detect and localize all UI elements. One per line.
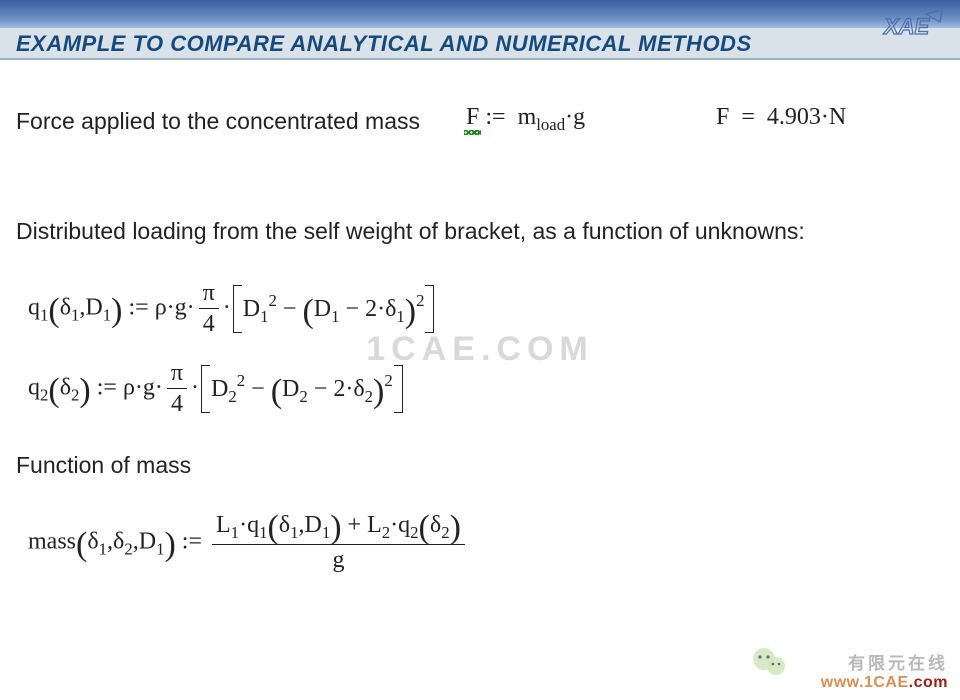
- mass-t2-L: L: [367, 512, 382, 538]
- q2-arg1-s: 2: [71, 385, 79, 404]
- mass-t1-a1s: 1: [290, 523, 298, 542]
- q1-ta-s: 1: [260, 307, 268, 326]
- q2-ta-v: D: [211, 376, 228, 402]
- mass-t2-q: q: [398, 512, 410, 538]
- q1-prefix: ρ·g·: [155, 294, 195, 320]
- q2-frac-num: π: [167, 360, 187, 389]
- mass-t2-Ls: 2: [382, 523, 390, 542]
- title-bar: EXAMPLE TO COMPARE ANALYTICAL AND NUMERI…: [0, 28, 960, 60]
- equation-q1: q1(δ1,D1) := ρ·g·π4·D12 − (D1 − 2·δ1)2: [28, 280, 436, 338]
- q1-arg1-v: δ: [60, 294, 71, 320]
- eq-times-g: ·g: [565, 104, 585, 130]
- q2-tb-iv: δ: [353, 376, 364, 402]
- page-title: EXAMPLE TO COMPARE ANALYTICAL AND NUMERI…: [0, 28, 960, 57]
- mass-t1-Ls: 1: [231, 523, 239, 542]
- brand-logo: XAE: [882, 8, 946, 46]
- equation-force-result: F = 4.903·N: [716, 104, 846, 131]
- eq-F-lhs2: F: [716, 104, 729, 130]
- q1-name-sub: 1: [40, 305, 48, 324]
- watermark-url: www.1CAE.com: [821, 674, 948, 692]
- equation-q2: q2(δ2) := ρ·g·π4·D22 − (D2 − 2·δ2)2: [28, 360, 405, 418]
- eq-F-val: 4.903: [767, 104, 821, 130]
- mass-t2-a1s: 2: [441, 523, 449, 542]
- watermark-url-suffix: .com: [909, 674, 948, 691]
- mass-t1-L: L: [216, 512, 231, 538]
- watermark-bottom: 有限元在线 www.1CAE.com: [821, 649, 948, 692]
- mass-t1-a2s: 1: [322, 523, 330, 542]
- eq-F-lhs: F: [466, 104, 479, 130]
- text-force-applied: Force applied to the concentrated mass: [16, 108, 420, 135]
- eq-m-sub: load: [536, 115, 565, 134]
- q1-name: q: [28, 294, 40, 320]
- q2-ta-p: 2: [237, 371, 245, 390]
- q2-arg1-v: δ: [60, 374, 71, 400]
- mass-t1-q: q: [247, 512, 259, 538]
- q1-tb-is: 1: [396, 307, 404, 326]
- q2-ta-s: 2: [228, 387, 236, 406]
- q1-arg1-s: 1: [71, 305, 79, 324]
- mass-a3s: 1: [156, 539, 164, 558]
- mass-a2s: 2: [124, 539, 132, 558]
- mass-name: mass: [28, 528, 76, 554]
- equation-mass: mass(δ1,δ2,D1) := L1·q1(δ1,D1) + L2·q2(δ…: [28, 512, 469, 574]
- q1-tb-iv: δ: [385, 296, 396, 322]
- q2-tb-is: 2: [365, 387, 373, 406]
- mass-a1s: 1: [99, 539, 107, 558]
- mass-a1v: δ: [87, 528, 98, 554]
- q1-ta-v: D: [243, 296, 260, 322]
- mass-t2-a1v: δ: [430, 512, 441, 538]
- q1-arg2-v: D: [85, 294, 102, 320]
- q2-name: q: [28, 374, 40, 400]
- eq-assign-op: :=: [485, 104, 505, 130]
- q2-tb-coef: 2: [333, 376, 345, 402]
- q2-tb-p: 2: [384, 371, 392, 390]
- wechat-icon: [750, 642, 790, 682]
- q1-ta-p: 2: [269, 291, 277, 310]
- logo-text: XAE: [882, 14, 931, 39]
- eq-eq-op: =: [741, 104, 755, 130]
- watermark-url-prefix: www.1CAE: [821, 674, 909, 691]
- mass-a3v: D: [139, 528, 156, 554]
- q2-name-sub: 2: [40, 385, 48, 404]
- q2-prefix: ρ·g·: [123, 374, 163, 400]
- mass-t1-qs: 1: [259, 523, 267, 542]
- mass-t1-a1v: δ: [279, 512, 290, 538]
- mass-t2-qs: 2: [410, 523, 418, 542]
- mass-t1-a2v: D: [304, 512, 321, 538]
- equation-force-assign: F := mload·g: [466, 104, 585, 135]
- q1-frac-den: 4: [199, 309, 219, 337]
- q1-frac-num: π: [199, 280, 219, 309]
- content-area: Force applied to the concentrated mass F…: [16, 80, 944, 700]
- watermark-cn-text: 有限元在线: [821, 649, 948, 674]
- mass-den: g: [212, 545, 465, 573]
- q1-tb-p: 2: [416, 291, 424, 310]
- q2-tb-os: 2: [299, 387, 307, 406]
- eq-F-unit: N: [829, 104, 846, 130]
- eq-m: m: [518, 104, 537, 130]
- q2-tb-ov: D: [282, 376, 299, 402]
- q1-tb-os: 1: [331, 307, 339, 326]
- text-function-of-mass: Function of mass: [16, 452, 191, 479]
- q2-frac-den: 4: [167, 389, 187, 417]
- q1-tb-coef: 2: [365, 296, 377, 322]
- q1-arg2-s: 1: [103, 305, 111, 324]
- q1-tb-ov: D: [314, 296, 331, 322]
- mass-a2v: δ: [113, 528, 124, 554]
- text-distributed-loading: Distributed loading from the self weight…: [16, 218, 805, 245]
- header-sky-strip: [0, 0, 960, 28]
